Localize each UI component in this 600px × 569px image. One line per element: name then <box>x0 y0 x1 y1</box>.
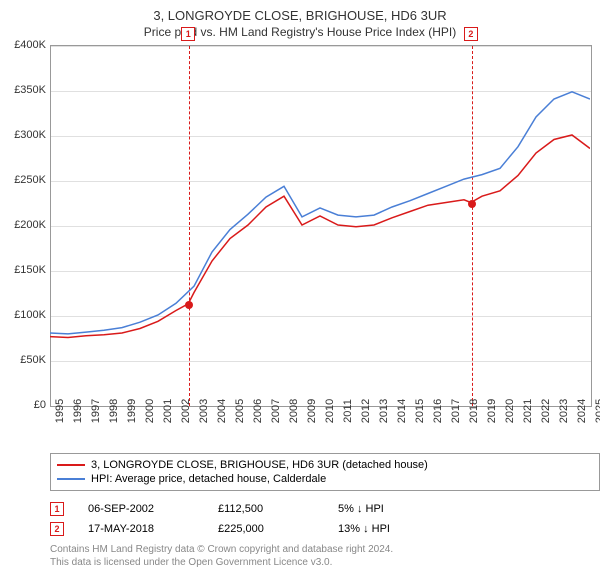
sales-row-price: £112,500 <box>218 503 338 515</box>
x-axis-label: 2021 <box>522 399 534 423</box>
x-axis-label: 2012 <box>360 399 372 423</box>
y-axis-label: £0 <box>0 399 46 411</box>
sales-row-diff: 13% ↓ HPI <box>338 523 458 535</box>
y-axis-label: £250K <box>0 174 46 186</box>
x-axis-label: 1997 <box>90 399 102 423</box>
sale-marker-box: 1 <box>181 27 195 41</box>
x-axis-label: 2024 <box>576 399 588 423</box>
legend: 3, LONGROYDE CLOSE, BRIGHOUSE, HD6 3UR (… <box>50 453 600 491</box>
x-axis-label: 2008 <box>288 399 300 423</box>
x-axis-label: 2011 <box>342 399 354 423</box>
x-axis-label: 1999 <box>126 399 138 423</box>
x-axis-label: 2004 <box>216 399 228 423</box>
x-axis-label: 2007 <box>270 399 282 423</box>
footer-line-1: Contains HM Land Registry data © Crown c… <box>50 543 600 556</box>
sales-row: 1 06-SEP-2002£112,5005% ↓ HPI <box>50 499 586 519</box>
x-axis-label: 2000 <box>144 399 156 423</box>
x-axis-label: 2009 <box>306 399 318 423</box>
x-axis-label: 2001 <box>162 399 174 423</box>
x-axis-label: 2006 <box>252 399 264 423</box>
y-axis-label: £50K <box>0 354 46 366</box>
x-axis-label: 1995 <box>54 399 66 423</box>
sales-row-price: £225,000 <box>218 523 338 535</box>
chart-area: 1995199619971998199920002001200220032004… <box>50 45 590 405</box>
sales-row-date: 06-SEP-2002 <box>88 503 218 515</box>
series-line <box>50 92 590 334</box>
sales-row-marker: 1 <box>50 502 64 516</box>
sales-row-diff: 5% ↓ HPI <box>338 503 458 515</box>
legend-label: 3, LONGROYDE CLOSE, BRIGHOUSE, HD6 3UR (… <box>91 459 428 471</box>
y-axis-label: £350K <box>0 84 46 96</box>
sales-row-date: 17-MAY-2018 <box>88 523 218 535</box>
y-axis-label: £300K <box>0 129 46 141</box>
chart-lines <box>50 45 590 405</box>
footer-line-2: This data is licensed under the Open Gov… <box>50 556 600 569</box>
legend-swatch <box>57 464 85 466</box>
footer-attribution: Contains HM Land Registry data © Crown c… <box>50 543 600 569</box>
legend-row: 3, LONGROYDE CLOSE, BRIGHOUSE, HD6 3UR (… <box>57 458 593 472</box>
x-axis-label: 1998 <box>108 399 120 423</box>
legend-label: HPI: Average price, detached house, Cald… <box>91 473 326 485</box>
series-line <box>50 135 590 338</box>
x-axis-label: 2015 <box>414 399 426 423</box>
x-axis-ticks: 1995199619971998199920002001200220032004… <box>50 407 590 457</box>
x-axis-label: 2013 <box>378 399 390 423</box>
x-axis-label: 2023 <box>558 399 570 423</box>
y-axis-label: £400K <box>0 39 46 51</box>
sales-row: 2 17-MAY-2018£225,00013% ↓ HPI <box>50 519 586 539</box>
x-axis-label: 2010 <box>324 399 336 423</box>
y-axis-label: £100K <box>0 309 46 321</box>
y-axis-label: £200K <box>0 219 46 231</box>
x-axis-label: 2017 <box>450 399 462 423</box>
sale-marker-box: 2 <box>464 27 478 41</box>
x-axis-label: 2020 <box>504 399 516 423</box>
sales-table: 1 06-SEP-2002£112,5005% ↓ HPI 2 17-MAY-2018… <box>50 499 586 539</box>
y-axis-label: £150K <box>0 264 46 276</box>
x-axis-label: 1996 <box>72 399 84 423</box>
page-title: 3, LONGROYDE CLOSE, BRIGHOUSE, HD6 3UR <box>0 0 600 23</box>
x-axis-label: 2025 <box>594 399 600 423</box>
x-axis-label: 2018 <box>468 399 480 423</box>
page-subtitle: Price paid vs. HM Land Registry's House … <box>0 23 600 45</box>
legend-swatch <box>57 478 85 480</box>
x-axis-label: 2016 <box>432 399 444 423</box>
x-axis-label: 2003 <box>198 399 210 423</box>
x-axis-label: 2005 <box>234 399 246 423</box>
legend-row: HPI: Average price, detached house, Cald… <box>57 472 593 486</box>
x-axis-label: 2002 <box>180 399 192 423</box>
sales-row-marker: 2 <box>50 522 64 536</box>
x-axis-label: 2014 <box>396 399 408 423</box>
x-axis-label: 2019 <box>486 399 498 423</box>
x-axis-label: 2022 <box>540 399 552 423</box>
